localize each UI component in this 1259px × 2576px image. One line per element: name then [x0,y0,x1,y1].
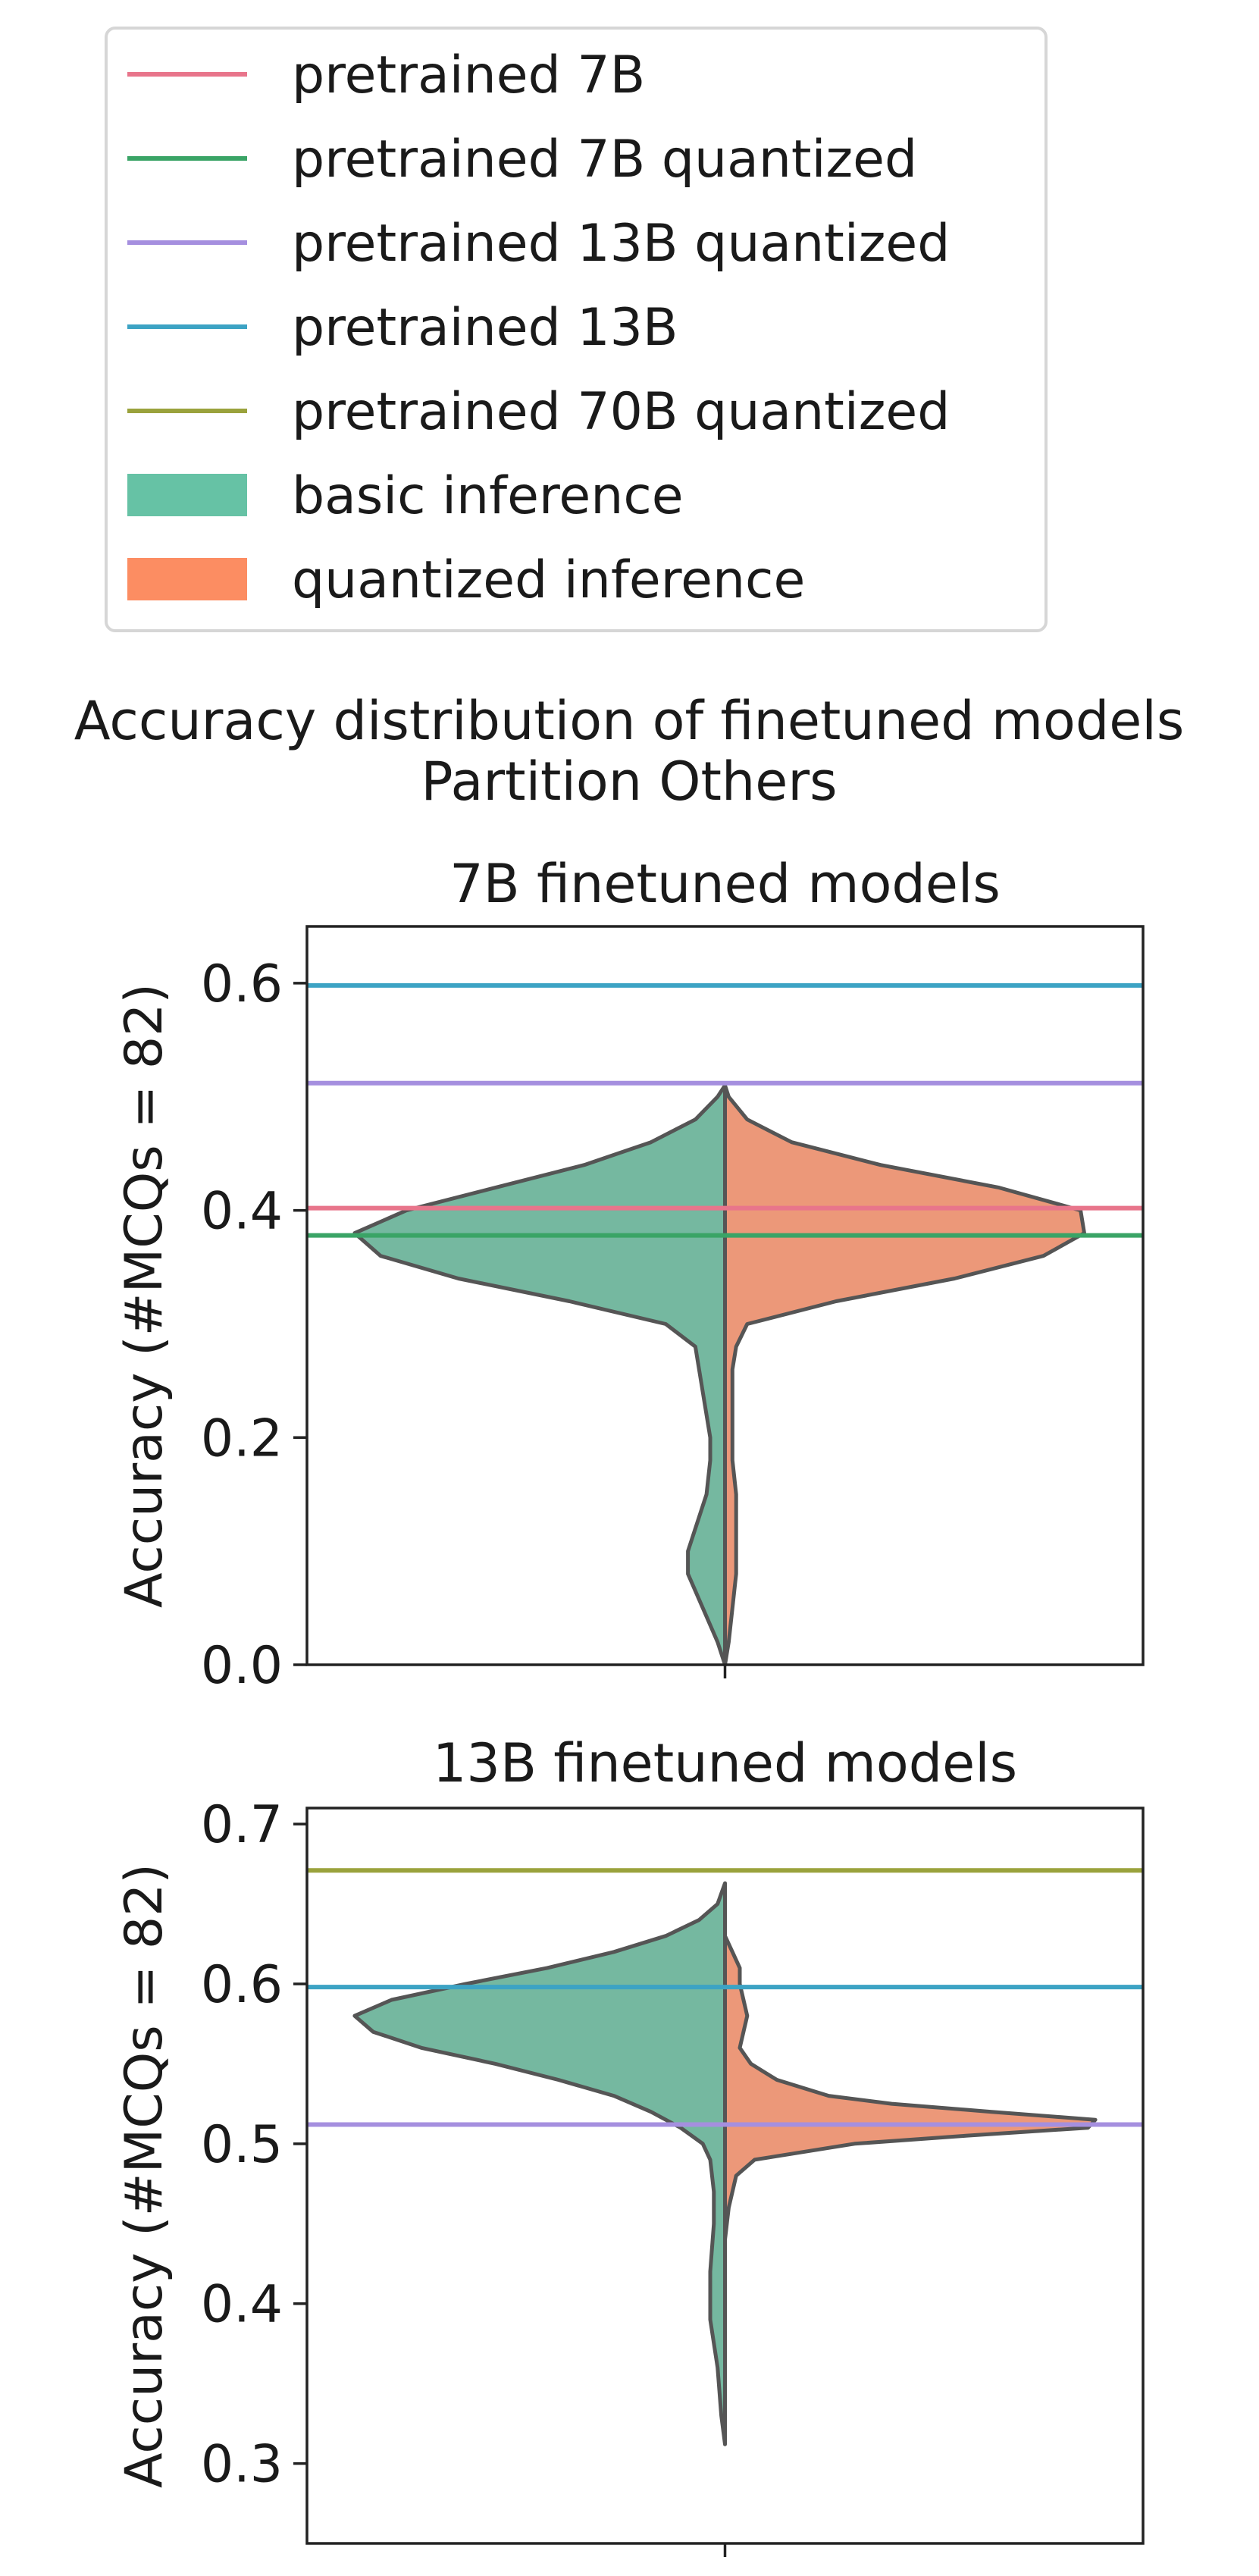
legend-pretrained-7b-label: pretrained 7B [292,45,645,105]
panel-13b: 13B finetuned models Accuracy (#MCQs = 82… [114,1732,1145,2557]
legend-pretrained-70b-quantized-label: pretrained 70B quantized [292,382,950,442]
legend-basic-inference-swatch [127,474,247,516]
y-tick-label: 0.6 [201,1955,283,2015]
legend-pretrained-13b-label: pretrained 13B [292,298,678,358]
figure-title: Accuracy distribution of finetuned model… [74,690,1185,752]
legend-pretrained-7b-quantized-label: pretrained 7B quantized [292,130,917,190]
legend-quantized-inference-label: quantized inference [292,550,805,610]
panel-title: 13B finetuned models [433,1732,1017,1794]
legend-basic-inference-label: basic inference [292,466,684,526]
violin-left-basic-inference [352,1083,727,1667]
legend-quantized-inference-swatch [127,558,247,600]
y-axis-label: Accuracy (#MCQs = 82) [114,983,174,1608]
y-tick-label: 0.4 [201,2275,283,2335]
panel-7b: 7B finetuned models Accuracy (#MCQs = 82)… [114,853,1145,1696]
violin-right-quantized-inference [723,1934,1098,2242]
y-tick-label: 0.6 [201,954,283,1014]
y-tick-label: 0.3 [201,2435,283,2495]
y-axis-label: Accuracy (#MCQs = 82) [114,1863,174,2488]
figure-subtitle: Partition Others [421,751,837,813]
legend: pretrained 7B pretrained 7B quantized pret… [105,27,1048,632]
panel-title: 7B finetuned models [449,853,1001,915]
y-tick-label: 0.7 [201,1795,283,1855]
violin-left-basic-inference [352,1881,727,2446]
y-tick-label: 0.4 [201,1182,283,1242]
violin-right-quantized-inference [723,1083,1086,1667]
y-tick-label: 0.2 [201,1409,283,1468]
legend-pretrained-13b-quantized-label: pretrained 13B quantized [292,214,950,274]
y-tick-label: 0.0 [201,1636,283,1696]
legend-frame [105,27,1048,632]
y-tick-label: 0.5 [201,2115,283,2175]
